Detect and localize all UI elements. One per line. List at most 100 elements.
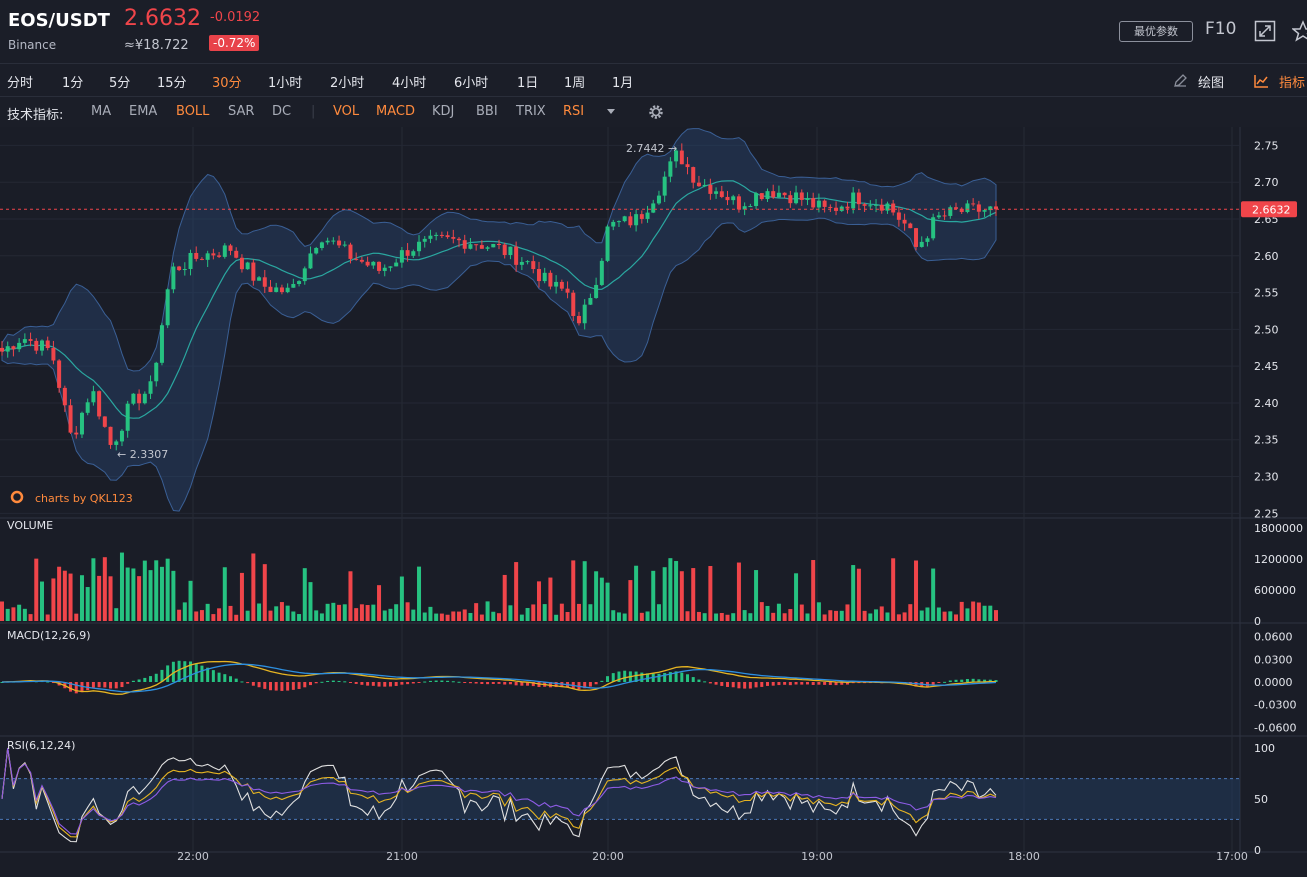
candle-body [308,253,313,269]
indicator-vol[interactable]: VOL [333,104,360,119]
volume-bar [68,573,73,621]
timeframe-tab[interactable]: 1月 [612,76,634,91]
candle-body [211,253,216,256]
macd-dea-line [2,663,997,693]
macd-histogram-bar [548,682,552,688]
candle-body [559,281,564,289]
candle-body [68,405,73,433]
candle-body [142,393,147,404]
timeframe-tab[interactable]: 1周 [564,76,586,91]
candle-body [119,430,124,442]
volume-title: VOLUME [7,519,53,532]
timeframe-tab[interactable]: 2小时 [330,76,365,91]
indicator-ma[interactable]: MA [91,104,112,119]
indicator-dc[interactable]: DC [272,104,292,119]
volume-bar [948,611,953,621]
volume-bar [108,576,113,621]
symbol: EOS/USDT [8,10,110,31]
volume-bar [268,610,273,621]
draw-button[interactable]: 绘图 [1198,76,1225,91]
macd-histogram-bar [103,682,107,688]
indicator-sar[interactable]: SAR [228,104,255,119]
candle-body [268,286,273,292]
timeframe-tab[interactable]: 1分 [62,76,84,91]
caret-down-icon[interactable] [606,108,616,116]
macd-histogram-bar [371,682,375,686]
volume-bar [868,613,873,621]
volume-bar [479,614,484,621]
indicator-bbi[interactable]: BBI [476,104,498,119]
indicator-kdj[interactable]: KDJ [432,104,455,119]
timeframe-tab[interactable]: 15分 [157,76,187,91]
volume-bar [302,568,307,621]
macd-histogram-bar [217,672,221,682]
indicator-trix[interactable]: TRIX [516,104,546,119]
macd-histogram-bar [931,682,935,685]
star-icon[interactable] [1292,20,1307,42]
low-price-annotation: ← 2.3307 [117,448,168,461]
timeframe-tab-active[interactable]: 30分 [212,76,242,91]
macd-histogram-bar [366,682,370,686]
price-chart[interactable]: 2.752.702.652.602.552.502.452.402.352.30… [0,127,1307,877]
macd-histogram-bar [177,660,181,682]
indicator-ema[interactable]: EMA [129,104,158,119]
indicator-bar: 技术指标: MA EMA BOLL SAR DC | VOL MACD KDJ … [0,97,1307,128]
indicator-macd[interactable]: MACD [376,104,415,119]
macd-histogram-bar [291,682,295,690]
timeframe-tab[interactable]: 分时 [7,76,34,91]
volume-bar [771,612,776,621]
volume-bar [171,570,176,621]
indicator-boll[interactable]: BOLL [176,104,210,119]
gear-icon[interactable] [647,103,665,121]
macd-histogram-bar [577,682,581,690]
candle-body [291,284,296,288]
candle-body [502,244,507,256]
volume-bar [988,605,993,621]
pencil-icon[interactable] [1172,73,1188,89]
volume-bar [799,604,804,621]
macd-histogram-bar [348,682,352,683]
best-params-button[interactable]: 最优参数 [1119,21,1193,42]
volume-bar [451,611,456,621]
time-tick-label: 22:00 [177,850,209,863]
indicator-rsi[interactable]: RSI [563,104,585,119]
fullscreen-icon[interactable] [1254,20,1276,42]
candle-body [645,212,650,219]
volume-bar [811,560,816,621]
macd-histogram-bar [69,682,73,692]
macd-histogram-bar [960,679,964,682]
macd-histogram-bar [463,682,467,683]
candle-body [628,216,633,226]
candle-body [862,204,867,206]
f10-button[interactable]: F10 [1205,19,1237,39]
volume-bar [119,552,124,621]
line-chart-icon[interactable] [1253,73,1269,89]
macd-histogram-bar [200,665,204,682]
volume-bar [411,609,416,621]
macd-histogram-bar [97,682,101,688]
volume-bar [199,610,204,621]
volume-bar [656,604,661,621]
indicator-button[interactable]: 指标 [1279,76,1306,91]
timeframe-tab[interactable]: 1小时 [268,76,303,91]
macd-tick-label: 0.0000 [1254,676,1293,689]
volume-bar [57,566,62,621]
timeframe-tab[interactable]: 1日 [517,76,539,91]
time-tick-label: 17:00 [1216,850,1248,863]
timeframe-tab[interactable]: 5分 [109,76,131,91]
candle-body [131,393,136,404]
timeframe-tab[interactable]: 4小时 [392,76,427,91]
macd-histogram-bar [223,674,227,682]
candle-body [656,195,661,204]
candle-body [514,246,519,265]
macd-histogram-bar [811,682,815,685]
candle-body [234,250,239,258]
macd-histogram-bar [354,682,358,684]
timeframe-tab[interactable]: 6小时 [454,76,489,91]
volume-bar [588,604,593,621]
volume-bar [679,571,684,621]
volume-bar [22,608,27,621]
candle-body [188,252,193,270]
volume-bar [765,605,770,621]
volume-bar [211,614,216,621]
